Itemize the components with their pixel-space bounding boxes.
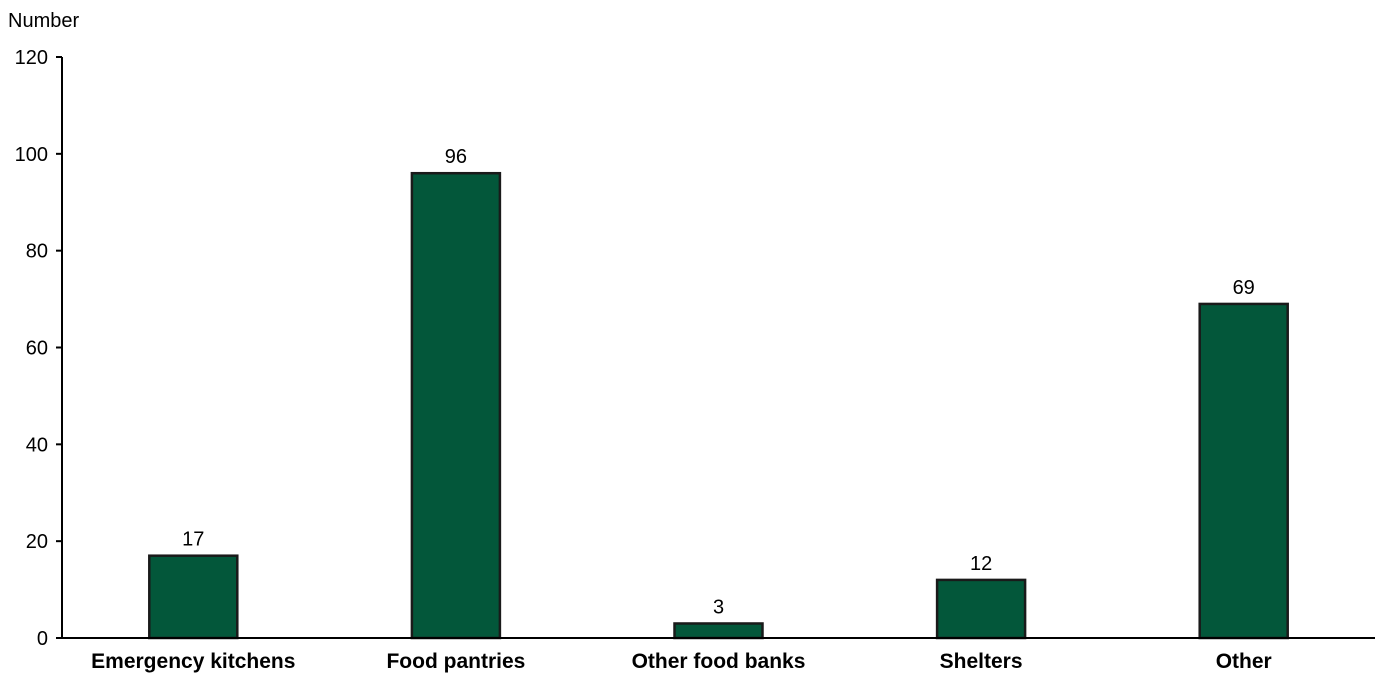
- bar-value-label: 12: [970, 553, 992, 575]
- y-axis: 0 20 40 60 80 100 120: [15, 47, 62, 650]
- x-category-label: Food pantries: [386, 650, 525, 673]
- x-category-label: Emergency kitchens: [91, 650, 295, 673]
- bar-value-label: 96: [445, 146, 467, 168]
- bars: [148, 171, 1289, 640]
- y-tick-label: 120: [15, 47, 48, 69]
- bar-value-label: 3: [713, 596, 724, 618]
- y-tick-label: 0: [37, 628, 48, 650]
- x-category-label: Shelters: [940, 650, 1023, 673]
- y-tick-label: 40: [26, 434, 48, 456]
- bar-value-label: 17: [182, 529, 204, 551]
- bar-value-label: 69: [1233, 277, 1255, 299]
- bar: [935, 578, 1027, 640]
- y-tick-label: 100: [15, 144, 48, 166]
- bar: [673, 622, 764, 640]
- y-tick-label: 60: [26, 338, 48, 360]
- y-tick-label: 80: [26, 241, 48, 263]
- y-tick-label: 20: [26, 531, 48, 553]
- y-axis-label: Number: [8, 10, 79, 32]
- data-labels: 17 96 3 12 69: [182, 146, 1255, 618]
- bar: [410, 171, 502, 640]
- bar: [1198, 302, 1289, 640]
- x-category-label: Other: [1216, 650, 1272, 673]
- bar: [148, 554, 239, 640]
- x-category-label: Other food banks: [632, 650, 806, 673]
- x-axis: Emergency kitchens Food pantries Other foo…: [91, 650, 1272, 673]
